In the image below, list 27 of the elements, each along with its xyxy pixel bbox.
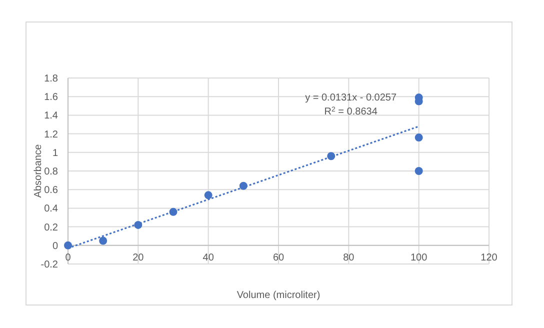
- y-axis-title: Absorbance: [33, 144, 44, 198]
- x-tick-label: 100: [410, 252, 428, 264]
- y-tick-label: 1.4: [44, 110, 58, 122]
- y-tick-label: 0.8: [44, 166, 58, 178]
- y-tick-label: -0.2: [40, 260, 58, 270]
- y-tick-label: 0.4: [44, 204, 58, 215]
- annotation: y = 0.0131x - 0.0257: [305, 92, 397, 104]
- y-tick-label: 0.6: [44, 185, 58, 196]
- x-tick-label: 0: [65, 252, 72, 264]
- y-tick-label: 1.2: [44, 129, 58, 140]
- y-tick-label: 0: [52, 240, 58, 252]
- annotation: R$^{2}$ = 0.8634: [324, 106, 378, 118]
- y-tick-label: 1.8: [44, 74, 58, 84]
- point: [64, 241, 72, 250]
- y-tick-label: 1.6: [44, 92, 58, 104]
- point: [414, 134, 423, 142]
- point: [204, 191, 212, 200]
- x-tick-label: 120: [480, 252, 498, 264]
- y-tick-label: 0.2: [44, 222, 58, 234]
- x-tick-label: 40: [202, 252, 214, 264]
- x-axis-title: Volume (microliter): [236, 290, 320, 301]
- x-tick-label: 80: [343, 252, 355, 264]
- x-tick-label: 60: [272, 252, 284, 264]
- y-tick-label: 1: [52, 148, 58, 159]
- point: [414, 167, 423, 175]
- point: [99, 236, 108, 245]
- x-tick-label: 20: [132, 252, 144, 264]
